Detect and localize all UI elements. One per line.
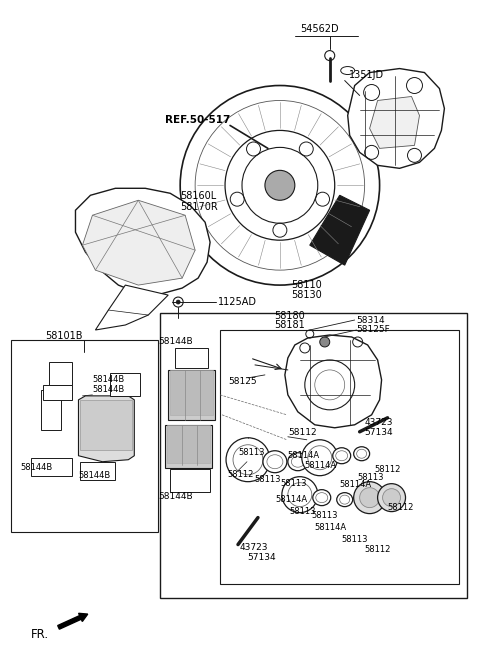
Text: 58170R: 58170R <box>180 202 218 212</box>
Text: 58113: 58113 <box>280 479 306 488</box>
Text: 58144B: 58144B <box>158 492 192 501</box>
Bar <box>160 313 468 599</box>
Circle shape <box>320 337 330 347</box>
Polygon shape <box>285 335 382 428</box>
Text: 58110: 58110 <box>291 280 322 290</box>
Text: FR.: FR. <box>31 628 49 641</box>
Text: 58160L: 58160L <box>180 191 216 201</box>
Ellipse shape <box>336 493 353 507</box>
Circle shape <box>176 300 180 304</box>
Polygon shape <box>81 462 115 480</box>
Polygon shape <box>96 285 168 330</box>
Circle shape <box>360 487 380 508</box>
Text: 58144B: 58144B <box>93 375 125 384</box>
Polygon shape <box>370 97 420 148</box>
Text: 57134: 57134 <box>365 428 393 438</box>
Polygon shape <box>170 370 213 415</box>
Text: 58114A: 58114A <box>275 495 307 504</box>
Text: 58130: 58130 <box>291 290 322 300</box>
Bar <box>11 340 158 532</box>
Ellipse shape <box>354 447 370 461</box>
Polygon shape <box>75 189 210 294</box>
Ellipse shape <box>333 448 351 464</box>
Circle shape <box>383 489 400 507</box>
Polygon shape <box>31 458 72 476</box>
Text: 58144B: 58144B <box>93 386 125 394</box>
Text: 1351JD: 1351JD <box>348 70 384 79</box>
Text: 58113: 58113 <box>238 448 264 457</box>
Polygon shape <box>83 200 195 285</box>
Text: 58112: 58112 <box>227 470 253 479</box>
Polygon shape <box>81 400 132 450</box>
Bar <box>220 330 459 585</box>
Ellipse shape <box>313 489 331 506</box>
Text: 58144B: 58144B <box>21 463 53 472</box>
Polygon shape <box>167 425 210 463</box>
Circle shape <box>378 484 406 512</box>
Circle shape <box>265 170 295 200</box>
Text: 43723: 43723 <box>240 543 268 552</box>
Ellipse shape <box>288 453 308 470</box>
Polygon shape <box>348 68 444 168</box>
Text: 58112: 58112 <box>374 465 401 474</box>
Circle shape <box>282 477 318 512</box>
Text: 58113: 58113 <box>342 535 368 544</box>
Text: 58114A: 58114A <box>315 523 347 532</box>
Polygon shape <box>310 195 370 265</box>
Text: 58112: 58112 <box>288 428 316 438</box>
Polygon shape <box>41 390 60 430</box>
Text: 54562D: 54562D <box>300 24 338 34</box>
Text: 58144B: 58144B <box>78 471 111 480</box>
Polygon shape <box>78 396 134 462</box>
Circle shape <box>302 440 338 476</box>
Text: 58114A: 58114A <box>340 480 372 489</box>
Ellipse shape <box>263 451 287 472</box>
Circle shape <box>325 51 335 60</box>
Text: 43723: 43723 <box>365 419 393 427</box>
Text: 58113: 58113 <box>254 475 280 484</box>
Text: 58180: 58180 <box>275 311 305 321</box>
Polygon shape <box>165 425 212 468</box>
Text: 58114A: 58114A <box>305 461 337 470</box>
Text: 58144B: 58144B <box>158 338 192 346</box>
Polygon shape <box>110 373 140 396</box>
Text: 58314: 58314 <box>357 315 385 325</box>
Text: 58125F: 58125F <box>357 325 390 334</box>
Text: 58113: 58113 <box>290 507 316 516</box>
Text: 58114A: 58114A <box>288 451 320 461</box>
Circle shape <box>226 438 270 482</box>
Polygon shape <box>43 385 72 400</box>
Text: REF.50-517: REF.50-517 <box>165 116 230 125</box>
Text: 58181: 58181 <box>275 320 305 330</box>
Polygon shape <box>175 348 208 368</box>
Text: 58112: 58112 <box>387 503 414 512</box>
Text: 58113: 58113 <box>312 511 338 520</box>
Circle shape <box>354 482 385 514</box>
Text: 1125AD: 1125AD <box>218 297 257 307</box>
Polygon shape <box>170 468 210 491</box>
Text: 58101B: 58101B <box>46 331 83 341</box>
Text: 58113: 58113 <box>358 473 384 482</box>
Polygon shape <box>168 370 215 420</box>
Text: 58125: 58125 <box>228 377 257 386</box>
Polygon shape <box>48 362 72 385</box>
Text: 58112: 58112 <box>365 545 391 554</box>
Text: 57134: 57134 <box>247 553 276 562</box>
FancyArrow shape <box>58 613 88 629</box>
